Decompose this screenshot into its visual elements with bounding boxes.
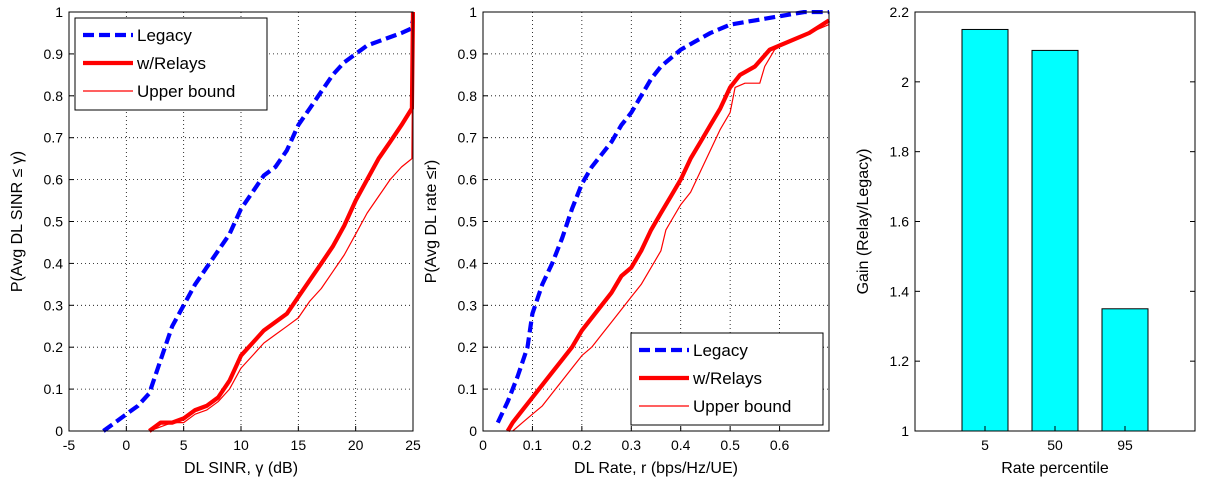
series-line bbox=[148, 11, 415, 433]
y-tick-label: 2 bbox=[901, 74, 909, 90]
x-tick-label: 20 bbox=[348, 437, 364, 453]
y-tick-label: 1 bbox=[469, 4, 477, 20]
x-tick-label: 50 bbox=[1047, 437, 1063, 453]
y-tick-label: 0.5 bbox=[44, 214, 64, 230]
y-tick-label: 0.8 bbox=[44, 88, 64, 104]
series-line bbox=[149, 11, 414, 432]
y-tick-label: 0.1 bbox=[458, 381, 478, 397]
x-tick-label: 0.2 bbox=[572, 437, 592, 453]
x-tick-label: 15 bbox=[291, 437, 307, 453]
x-tick-label: 0.6 bbox=[770, 437, 790, 453]
bar bbox=[1101, 308, 1149, 432]
y-tick-label: 1.4 bbox=[890, 283, 910, 299]
x-axis-label: DL Rate, r (bps/Hz/UE) bbox=[574, 460, 738, 477]
sinr-cdf-panel: -5 0 5 10 15 20 2500.10.20.30.40.50.60.70.80.9… bbox=[9, 4, 421, 477]
x-axis-label: DL SINR, γ (dB) bbox=[184, 460, 298, 477]
series-line bbox=[505, 18, 831, 433]
y-axis-label: P(Avg DL SINR ≤ γ) bbox=[9, 151, 26, 292]
y-axis-label: P(Avg DL rate ≤r) bbox=[423, 160, 440, 283]
y-tick-label: 0 bbox=[55, 423, 63, 439]
legend: Legacy w/Relays Upper bound bbox=[74, 17, 268, 111]
x-tick-label: 0 bbox=[479, 437, 487, 453]
y-tick-label: 0.5 bbox=[458, 214, 478, 230]
x-tick-label: 0.1 bbox=[523, 437, 543, 453]
y-tick-label: 0.2 bbox=[458, 339, 478, 355]
y-tick-label: 0.9 bbox=[458, 46, 478, 62]
y-tick-label: 0.7 bbox=[44, 130, 64, 146]
x-tick-label: 25 bbox=[405, 437, 421, 453]
y-tick-label: 0.3 bbox=[44, 297, 64, 313]
series-line bbox=[102, 19, 415, 433]
y-tick-label: 1 bbox=[901, 423, 909, 439]
y-tick-label: 0.4 bbox=[44, 255, 64, 271]
y-tick-label: 0.4 bbox=[458, 255, 478, 271]
legend-label: Upper bound bbox=[693, 397, 791, 416]
y-tick-label: 0.9 bbox=[44, 46, 64, 62]
x-tick-label: 0.4 bbox=[671, 437, 691, 453]
bar bbox=[961, 28, 1009, 432]
y-tick-label: 0.1 bbox=[44, 381, 64, 397]
legend-label: w/Relays bbox=[692, 369, 762, 388]
x-tick-label: -5 bbox=[63, 437, 76, 453]
y-tick-label: 1.2 bbox=[890, 353, 910, 369]
y-tick-label: 0.2 bbox=[44, 339, 64, 355]
legend-label: Legacy bbox=[693, 341, 748, 360]
x-tick-label: 5 bbox=[981, 437, 989, 453]
gain-bar-panel: 5 50 95 1 1.2 1.4 1.6 1.8 2 2.2 Rate percentile Gai… bbox=[855, 4, 1196, 477]
series-line bbox=[512, 24, 830, 432]
y-tick-label: 0.8 bbox=[458, 88, 478, 104]
y-tick-label: 0.6 bbox=[44, 172, 64, 188]
y-tick-label: 0.3 bbox=[458, 297, 478, 313]
x-axis-label: Rate percentile bbox=[1001, 460, 1109, 477]
x-tick-label: 5 bbox=[180, 437, 188, 453]
legend-label: Legacy bbox=[137, 26, 192, 45]
y-tick-label: 1.8 bbox=[890, 144, 910, 160]
legend-label: Upper bound bbox=[137, 82, 235, 101]
x-tick-label: 95 bbox=[1117, 437, 1133, 453]
series-line bbox=[495, 10, 829, 424]
y-tick-label: 0.6 bbox=[458, 172, 478, 188]
y-tick-label: 0.7 bbox=[458, 130, 478, 146]
y-axis-label: Gain (Relay/Legacy) bbox=[855, 149, 872, 295]
x-tick-label: 0 bbox=[122, 437, 130, 453]
x-tick-label: 0.5 bbox=[720, 437, 740, 453]
legend: Legacy w/Relays Upper bound bbox=[630, 332, 824, 426]
bar bbox=[1031, 49, 1079, 432]
y-tick-label: 0 bbox=[469, 423, 477, 439]
y-tick-label: 1 bbox=[55, 4, 63, 20]
x-tick-label: 10 bbox=[233, 437, 249, 453]
legend-label: w/Relays bbox=[136, 54, 206, 73]
rate-cdf-panel: 0 0.1 0.2 0.3 0.4 0.5 0.6 0 0.1 0.2 0.3 0.4 0.5 0.6 0.… bbox=[423, 4, 831, 477]
y-tick-label: 1.6 bbox=[890, 214, 910, 230]
y-tick-label: 2.2 bbox=[890, 4, 910, 20]
x-tick-label: 0.3 bbox=[622, 437, 642, 453]
